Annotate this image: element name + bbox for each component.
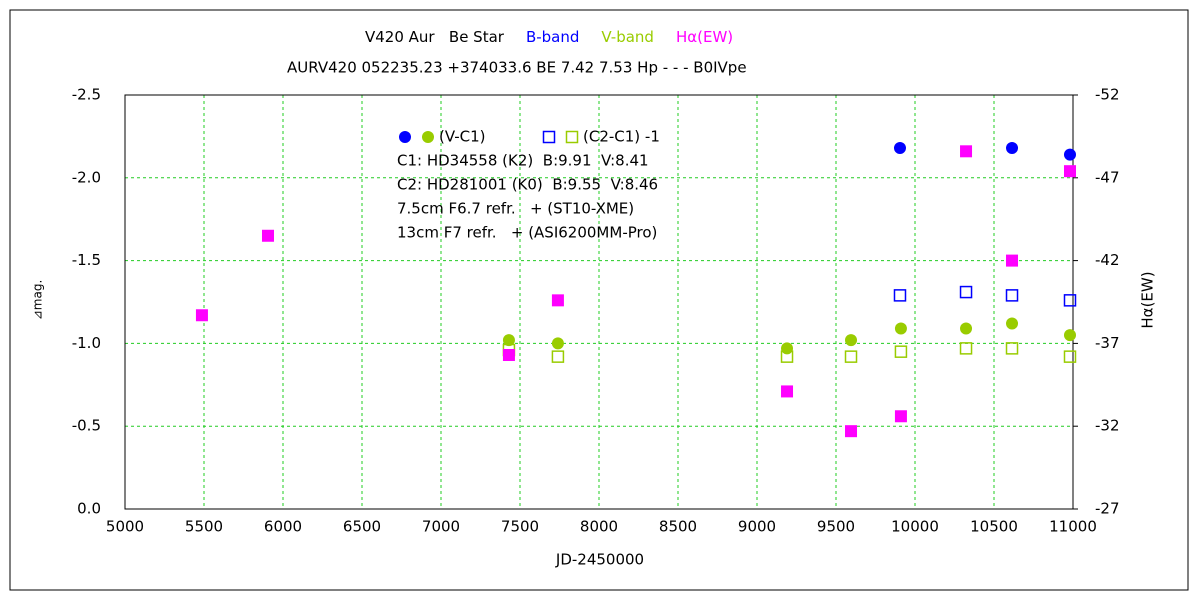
- point: [893, 141, 906, 154]
- legend-marker: [399, 131, 411, 143]
- point: [894, 345, 908, 358]
- point: [1005, 289, 1019, 302]
- point: [844, 350, 858, 363]
- y2-tick-label: -32: [1095, 417, 1120, 435]
- point: [1005, 342, 1019, 355]
- y2-tick-label: -42: [1095, 251, 1120, 269]
- y2-tick-label: -52: [1095, 86, 1120, 104]
- point: [845, 334, 858, 347]
- point: [780, 350, 794, 363]
- point: [502, 348, 515, 361]
- x-tick-label: 5500: [185, 518, 223, 536]
- x-tick-label: 9500: [817, 518, 855, 536]
- point: [893, 289, 907, 302]
- frame: [9, 9, 1189, 591]
- y-tick-label: -2.0: [72, 168, 101, 186]
- y2-tick-label: -47: [1095, 168, 1120, 186]
- legend-marker: [565, 130, 579, 144]
- x-tick-label: 11000: [1049, 518, 1097, 536]
- legend-label: (V-C1): [439, 128, 486, 146]
- x-tick-label: 8000: [580, 518, 618, 536]
- legend-label: (C2-C1) -1: [583, 128, 660, 146]
- point: [960, 322, 973, 335]
- point: [1006, 141, 1019, 154]
- point: [195, 309, 208, 322]
- point: [959, 285, 973, 299]
- band-label: V-band: [601, 28, 654, 46]
- y2-axis-label: Hα(EW): [1139, 271, 1157, 328]
- point: [1063, 329, 1076, 342]
- point: [551, 350, 565, 363]
- chart-title: V420 Aur Be Star B-band V-band Hα(EW): [365, 28, 733, 46]
- point: [551, 294, 564, 307]
- point: [261, 229, 274, 242]
- x-tick-label: 10500: [970, 518, 1018, 536]
- point: [781, 385, 794, 398]
- x-tick-label: 6500: [343, 518, 381, 536]
- point: [551, 337, 564, 350]
- y-tick-label: -2.5: [72, 86, 101, 104]
- point: [1063, 165, 1076, 178]
- title-text: V420 Aur Be Star: [365, 28, 505, 46]
- point: [781, 342, 794, 355]
- x-tick-label: 10000: [891, 518, 939, 536]
- band-label: B-band: [526, 28, 579, 46]
- point: [894, 322, 907, 335]
- x-axis-label: JD-2450000: [555, 551, 644, 569]
- note: C2: HD281001 (K0) B:9.55 V:8.46: [397, 176, 658, 194]
- y-axis-label: ⊿mag.: [31, 280, 45, 321]
- point: [894, 410, 907, 423]
- x-tick-label: 7500: [501, 518, 539, 536]
- plot-frame: [124, 94, 1074, 510]
- y-tick-label: -0.5: [72, 417, 101, 435]
- y-tick-label: -1.0: [72, 334, 101, 352]
- note: C1: HD34558 (K2) B:9.91 V:8.41: [397, 152, 649, 170]
- point: [502, 334, 515, 347]
- x-tick-label: 9000: [738, 518, 776, 536]
- point: [845, 425, 858, 438]
- point: [1063, 350, 1077, 363]
- band-label: Hα(EW): [676, 28, 733, 46]
- x-tick-label: 8500: [659, 518, 697, 536]
- note: 13cm F7 refr. + (ASI6200MM-Pro): [397, 224, 657, 242]
- point: [960, 145, 973, 158]
- legend-marker: [422, 131, 434, 143]
- x-tick-label: 6000: [264, 518, 302, 536]
- point: [1006, 254, 1019, 267]
- point: [1006, 317, 1019, 330]
- legend-marker: [542, 130, 556, 144]
- y-tick-label: 0.0: [77, 500, 101, 518]
- x-tick-label: 7000: [422, 518, 460, 536]
- chart-subtitle: AURV420 052235.23 +374033.6 BE 7.42 7.53…: [287, 59, 747, 77]
- point: [1063, 294, 1077, 307]
- point: [959, 342, 973, 355]
- y-tick-label: -1.5: [72, 251, 101, 269]
- x-tick-label: 5000: [106, 518, 144, 536]
- y2-tick-label: -27: [1095, 500, 1120, 518]
- note: 7.5cm F6.7 refr. + (ST10-XME): [397, 200, 634, 218]
- point: [1063, 148, 1076, 161]
- y2-tick-label: -37: [1095, 334, 1120, 352]
